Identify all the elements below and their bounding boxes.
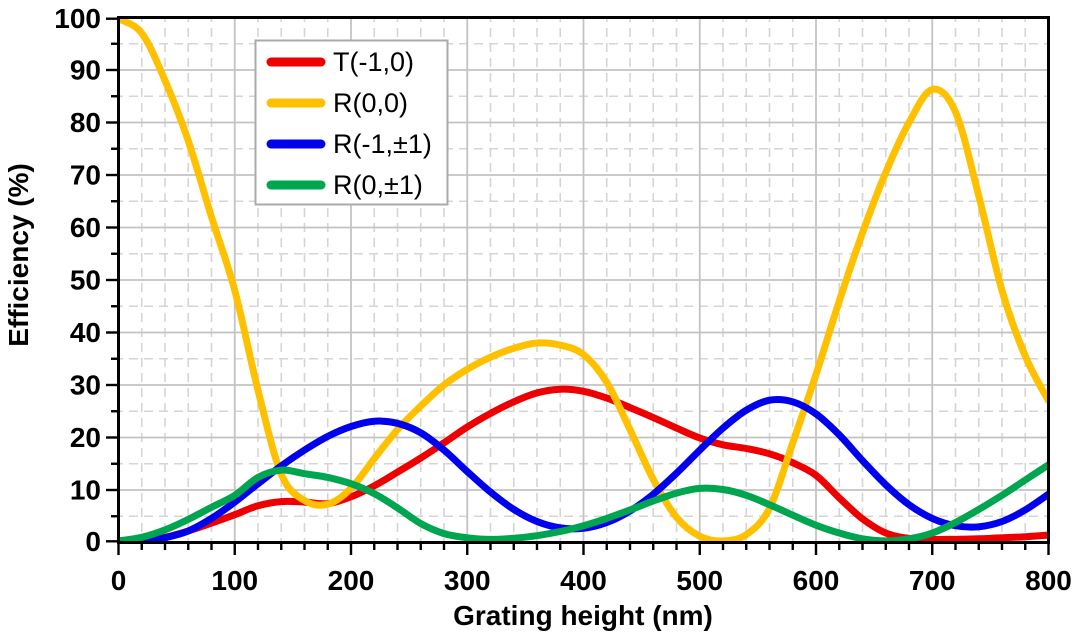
x-tick-label: 400 (560, 565, 607, 596)
x-tick-label: 0 (111, 565, 127, 596)
y-tick-label: 70 (70, 160, 101, 191)
y-axis-title: Efficiency (%) (3, 163, 34, 347)
x-tick-label: 700 (909, 565, 956, 596)
y-tick-label: 0 (85, 526, 101, 557)
curve-series-3 (118, 461, 1049, 543)
y-tick-label: 30 (70, 370, 101, 401)
legend-item: R(0,±1) (266, 170, 423, 200)
y-tick-label: 100 (54, 3, 101, 34)
legend-label: T(-1,0) (333, 47, 414, 77)
y-tick-label: 10 (70, 475, 101, 506)
x-tick-label: 600 (793, 565, 840, 596)
x-tick-label: 800 (1025, 565, 1072, 596)
x-tick-label: 500 (676, 565, 723, 596)
legend: T(-1,0) R(0,0) R(-1,±1) R(0,±1) (254, 39, 449, 206)
x-tick-label: 300 (444, 565, 491, 596)
x-axis-title: Grating height (nm) (453, 600, 713, 631)
legend-box (254, 39, 449, 206)
curve-series-0 (118, 385, 1049, 543)
curve-series-1 (118, 17, 1049, 543)
legend-item: R(0,0) (266, 88, 408, 118)
y-tick-label: 40 (70, 317, 101, 348)
curves-layer (118, 17, 1049, 543)
legend-item: R(-1,±1) (266, 129, 432, 159)
legend-label: R(0,±1) (333, 170, 423, 200)
x-tick-label: 100 (211, 565, 258, 596)
plot-frame (117, 16, 1050, 544)
y-tick-label: 60 (70, 212, 101, 243)
y-tick-label: 50 (70, 265, 101, 296)
legend-label: R(-1,±1) (333, 129, 432, 159)
legend-label: R(0,0) (333, 88, 408, 118)
legend-item: T(-1,0) (266, 47, 414, 77)
y-tick-label: 90 (70, 55, 101, 86)
y-tick-label: 20 (70, 422, 101, 453)
y-tick-label: 80 (70, 107, 101, 138)
x-tick-label: 200 (328, 565, 375, 596)
